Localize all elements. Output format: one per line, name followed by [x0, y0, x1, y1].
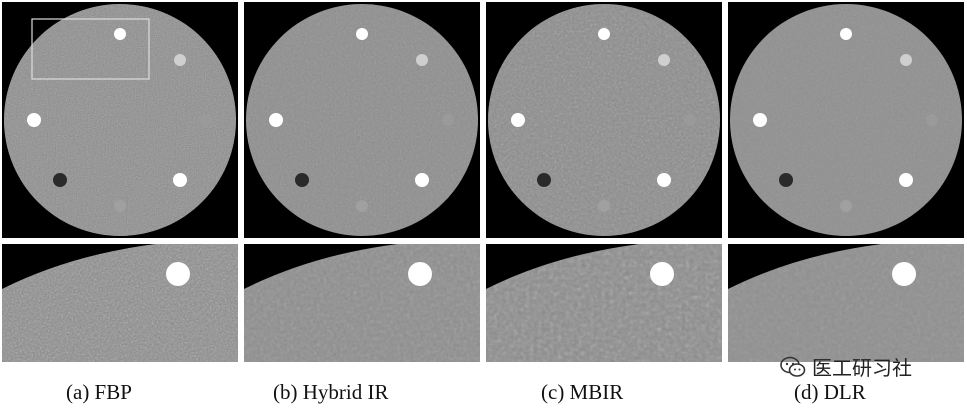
phantom-image-dlr [728, 2, 964, 238]
phantom-image-fbp [2, 2, 238, 238]
watermark: 医工研习社 [780, 352, 912, 381]
phantom-image-mbir [486, 2, 722, 238]
phantom-image-hybrid-ir [244, 2, 480, 238]
zoom-svg-hybrid-ir [244, 244, 480, 362]
phantom-svg-dlr [728, 2, 964, 238]
zoom-svg-dlr [728, 244, 964, 362]
zoom-svg-fbp [2, 244, 238, 362]
zoom-svg-mbir [486, 244, 722, 362]
caption-fbp: (a) FBP [66, 380, 132, 404]
roi-box [31, 18, 150, 80]
zoom-image-mbir [486, 244, 722, 362]
wechat-icon [780, 356, 806, 377]
zoom-image-dlr [728, 244, 964, 362]
phantom-svg-mbir [486, 2, 722, 238]
phantom-svg-fbp [2, 2, 238, 238]
caption-mbir: (c) MBIR [541, 380, 624, 404]
zoom-image-hybrid-ir [244, 244, 480, 362]
caption-hybrid-ir: (b) Hybrid IR [273, 380, 389, 404]
zoom-image-fbp [2, 244, 238, 362]
caption-dlr: (d) DLR [794, 380, 866, 404]
watermark-text: 医工研习社 [812, 356, 912, 380]
phantom-svg-hybrid-ir [244, 2, 480, 238]
